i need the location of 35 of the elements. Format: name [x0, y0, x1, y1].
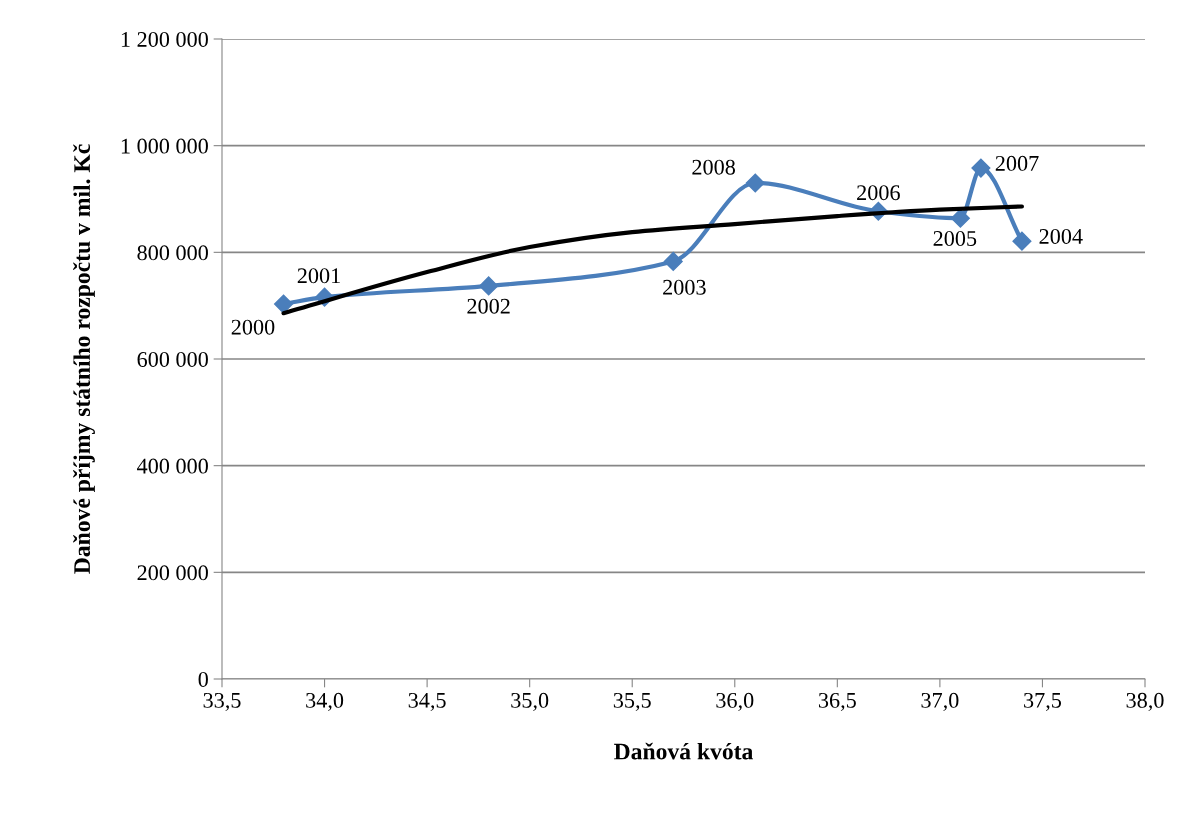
- x-tick-label: 33,5: [203, 692, 241, 712]
- y-tick-label: 1 000 000: [121, 138, 208, 154]
- annotation: 2001: [297, 268, 340, 284]
- point: [1012, 231, 1032, 251]
- x-tick-label: 35,5: [613, 692, 651, 712]
- annotation: 2006: [857, 185, 900, 201]
- point: [273, 294, 294, 314]
- point: [479, 276, 499, 296]
- y-tick-label: 400 000: [137, 458, 208, 474]
- annotation: 2005: [933, 230, 977, 246]
- x-axis-title: Daňová kvóta: [614, 742, 753, 760]
- x-tick-label: 34,0: [306, 692, 344, 712]
- annotation: 2002: [467, 298, 510, 314]
- point: [950, 208, 970, 228]
- annotation: 2003: [663, 279, 706, 295]
- y-tick-label: 0: [198, 671, 208, 687]
- y-tick-label: 800 000: [137, 245, 208, 261]
- x-tick-label: 38,0: [1126, 692, 1164, 712]
- y-tick-label: 1 200 000: [121, 31, 208, 47]
- x-tick-label: 36,0: [716, 692, 754, 712]
- y-tick-label: 200 000: [137, 565, 208, 581]
- x-tick-label: 37,0: [921, 692, 959, 712]
- annotation: 2008: [692, 159, 735, 175]
- point: [745, 173, 765, 193]
- y-axis-title: Daňové příjmy státního rozpočtu v mil. Kč: [73, 144, 95, 574]
- x-tick-label: 36,5: [818, 692, 856, 712]
- x-tick-label: 37,5: [1024, 692, 1062, 712]
- annotation: 2000: [231, 319, 275, 335]
- point: [971, 158, 991, 178]
- y-tick-label: 600 000: [137, 351, 208, 367]
- annotation: 2007: [995, 155, 1039, 171]
- annotation: 2004: [1039, 228, 1083, 244]
- x-tick-label: 35,0: [511, 692, 549, 712]
- point: [663, 251, 683, 271]
- x-tick-label: 34,5: [408, 692, 446, 712]
